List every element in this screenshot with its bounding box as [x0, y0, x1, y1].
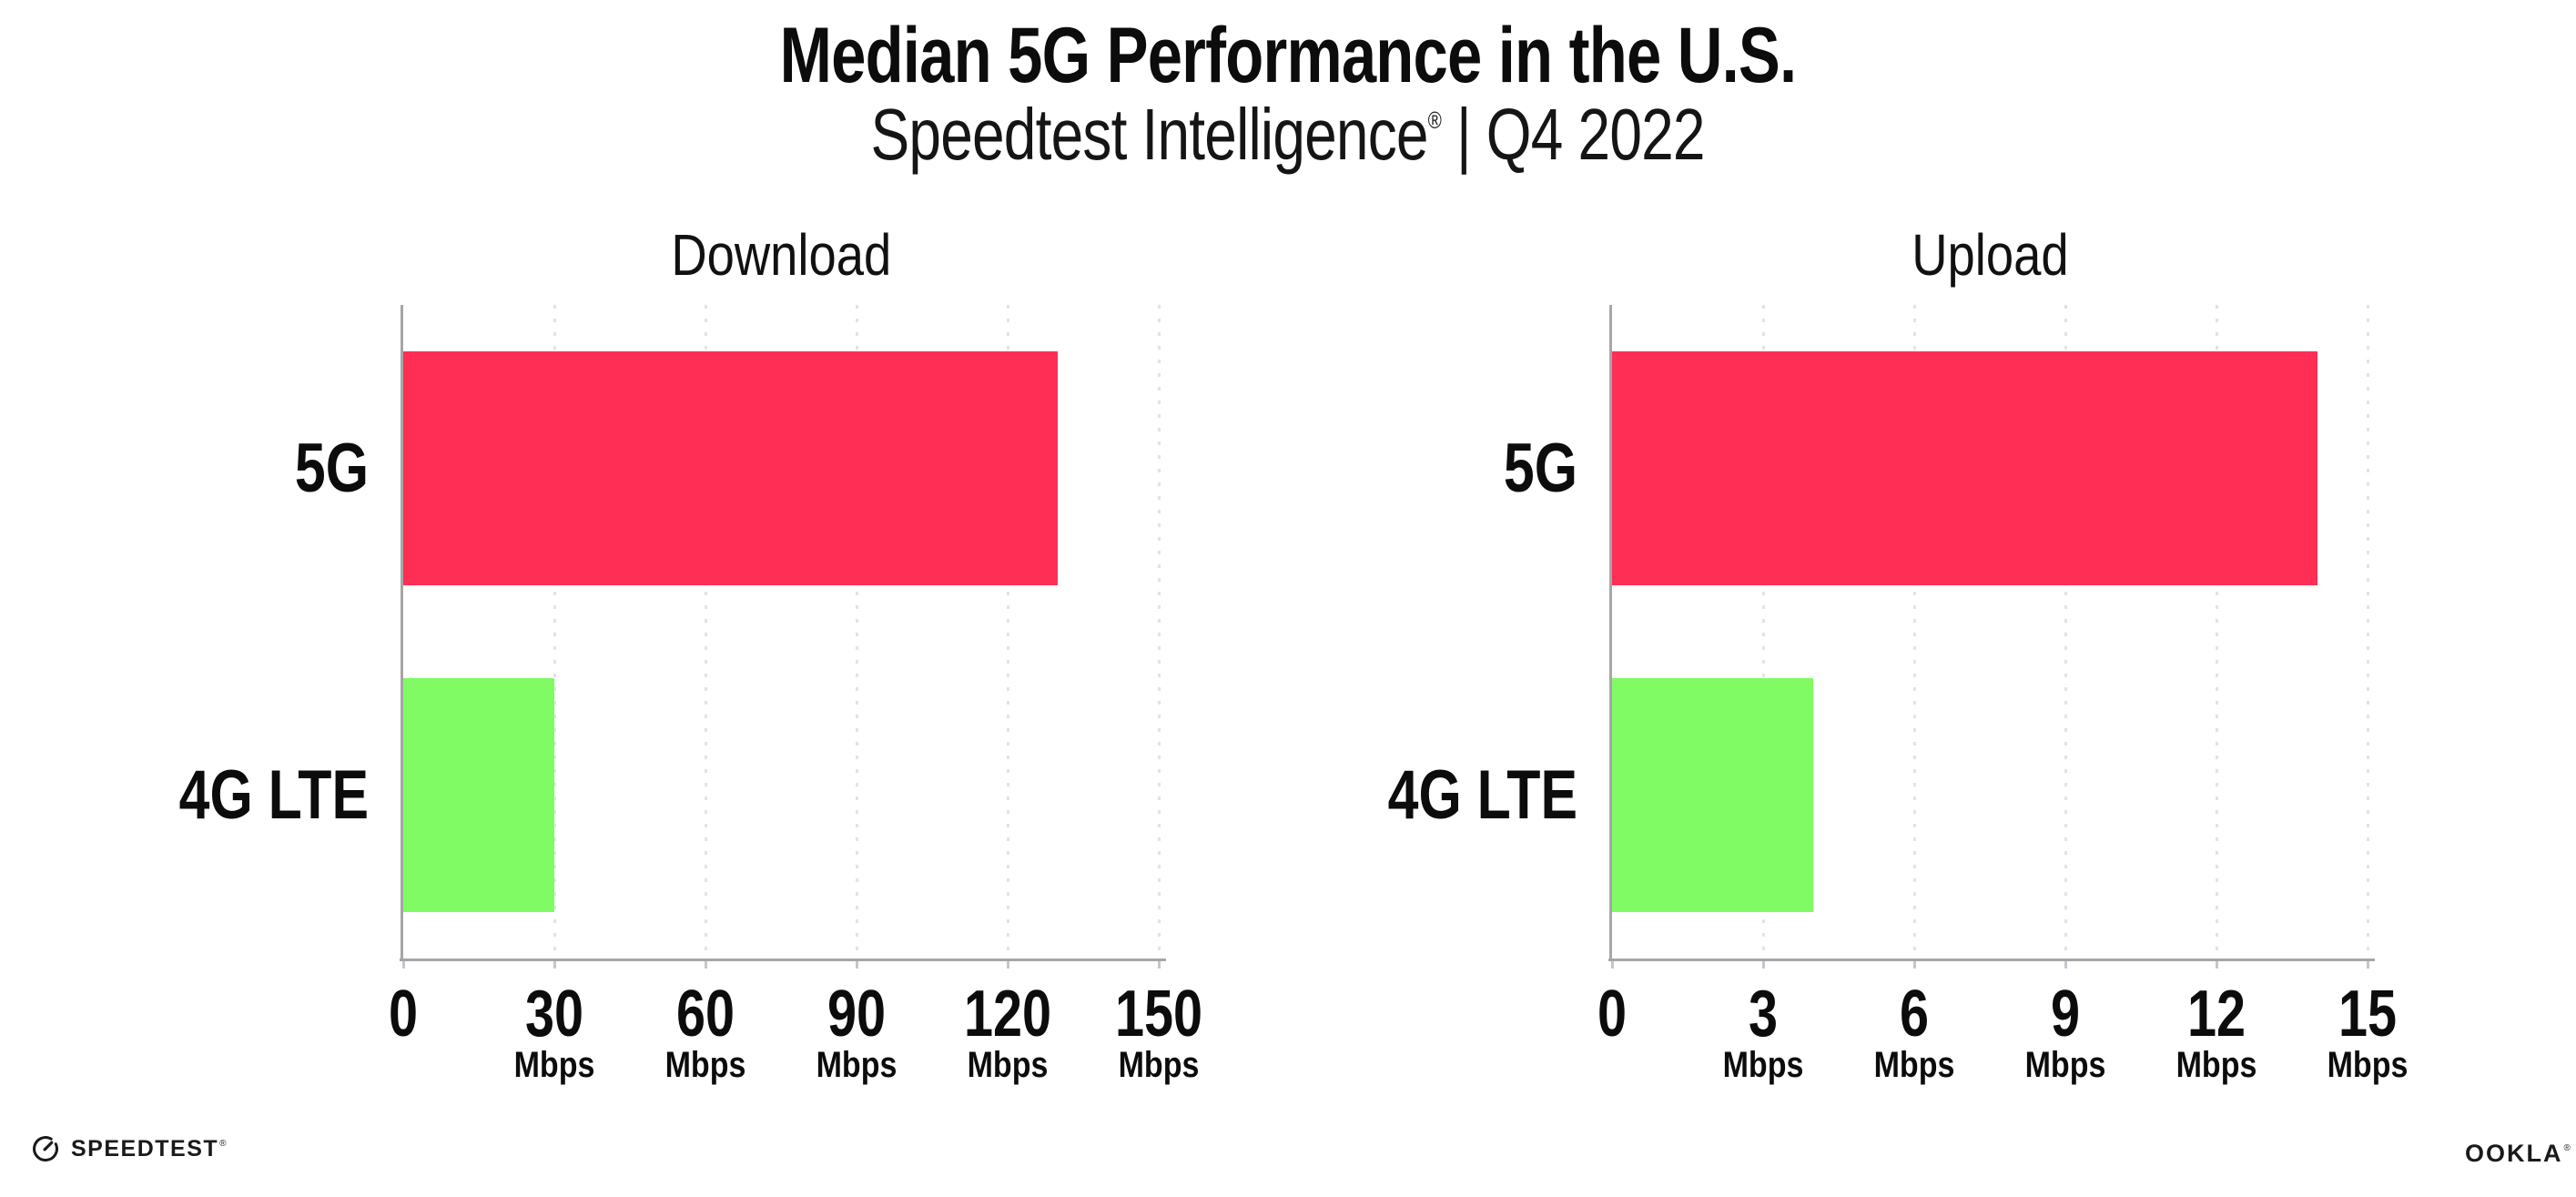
subtitle-brand: Speedtest Intelligence — [870, 94, 1429, 175]
tick-label-60: 60 — [675, 978, 735, 1050]
speedtest-registered-icon: ® — [219, 1138, 227, 1149]
tick-mark-60 — [704, 961, 707, 969]
gridline-30 — [553, 305, 556, 959]
subtitle-row: Speedtest Intelligence® | Q4 2022 — [0, 98, 2576, 171]
tick-label-30: 30 — [524, 978, 584, 1050]
registered-trademark-icon: ® — [1428, 108, 1442, 135]
tick-unit-30: Mbps — [513, 1045, 595, 1085]
tick-unit-6: Mbps — [1873, 1045, 1955, 1085]
gridline-150 — [1157, 305, 1161, 959]
tick-mark-0 — [1610, 961, 1614, 969]
ookla-wordmark: OOKLA — [2465, 1140, 2563, 1167]
tick-label-15: 15 — [2338, 978, 2398, 1050]
tick-label-0: 0 — [1597, 978, 1628, 1050]
y-axis-line — [1609, 305, 1612, 961]
category-label-4g-lte: 4G LTE — [1387, 756, 1577, 834]
tick-unit-9: Mbps — [2024, 1045, 2106, 1085]
page-title: Median 5G Performance in the U.S. — [779, 12, 1798, 99]
gridline-90 — [855, 305, 858, 959]
gridline-120 — [1006, 305, 1009, 959]
tick-label-120: 120 — [963, 978, 1052, 1050]
speedtest-logo: SPEEDTEST ® — [31, 1134, 227, 1163]
gridline-9 — [2064, 305, 2067, 959]
gridline-12 — [2215, 305, 2218, 959]
category-label-5g: 5G — [294, 429, 369, 507]
y-axis-line — [401, 305, 403, 961]
tick-label-150: 150 — [1114, 978, 1203, 1050]
category-label-4g-lte: 4G LTE — [178, 756, 369, 834]
tick-mark-90 — [855, 961, 858, 969]
tick-unit-90: Mbps — [816, 1045, 898, 1085]
tick-mark-150 — [1157, 961, 1161, 969]
tick-unit-12: Mbps — [2175, 1045, 2257, 1085]
tick-unit-3: Mbps — [1722, 1045, 1804, 1085]
gridline-60 — [704, 305, 707, 959]
tick-unit-60: Mbps — [664, 1045, 746, 1085]
tick-label-6: 6 — [1899, 978, 1930, 1050]
tick-mark-15 — [2366, 961, 2369, 969]
title-row: Median 5G Performance in the U.S. — [0, 16, 2576, 95]
tick-unit-15: Mbps — [2327, 1045, 2409, 1085]
tick-mark-0 — [401, 961, 405, 969]
tick-label-12: 12 — [2186, 978, 2246, 1050]
gridline-15 — [2366, 305, 2369, 959]
ookla-registered-icon: ® — [2563, 1143, 2571, 1153]
gridline-3 — [1761, 305, 1765, 959]
chart-title-download: Download — [671, 222, 891, 288]
subtitle-rest: | Q4 2022 — [1441, 94, 1706, 175]
speedtest-wordmark: SPEEDTEST — [71, 1135, 219, 1161]
tick-mark-12 — [2215, 961, 2218, 969]
bar-4g-lte-download — [403, 678, 554, 912]
tick-mark-120 — [1006, 961, 1009, 969]
tick-mark-9 — [2064, 961, 2067, 969]
tick-mark-3 — [1761, 961, 1765, 969]
category-label-5g: 5G — [1503, 429, 1577, 507]
page-subtitle: Speedtest Intelligence® | Q4 2022 — [871, 98, 1706, 171]
tick-mark-30 — [553, 961, 556, 969]
tick-mark-6 — [1912, 961, 1916, 969]
tick-label-0: 0 — [388, 978, 419, 1050]
tick-unit-120: Mbps — [967, 1045, 1049, 1085]
ookla-logo: OOKLA ® — [2465, 1140, 2571, 1168]
tick-label-3: 3 — [1748, 978, 1779, 1050]
x-axis-line — [400, 959, 1166, 961]
bar-5g-upload — [1612, 351, 2317, 585]
chart-title-upload: Upload — [1911, 222, 2069, 288]
bar-4g-lte-upload — [1612, 678, 1814, 912]
gridline-6 — [1912, 305, 1916, 959]
x-axis-line — [1608, 959, 2375, 961]
bar-5g-download — [403, 351, 1059, 585]
speedtest-gauge-icon — [33, 1136, 58, 1161]
tick-label-90: 90 — [827, 978, 887, 1050]
tick-unit-150: Mbps — [1118, 1045, 1200, 1085]
tick-label-9: 9 — [2050, 978, 2081, 1050]
